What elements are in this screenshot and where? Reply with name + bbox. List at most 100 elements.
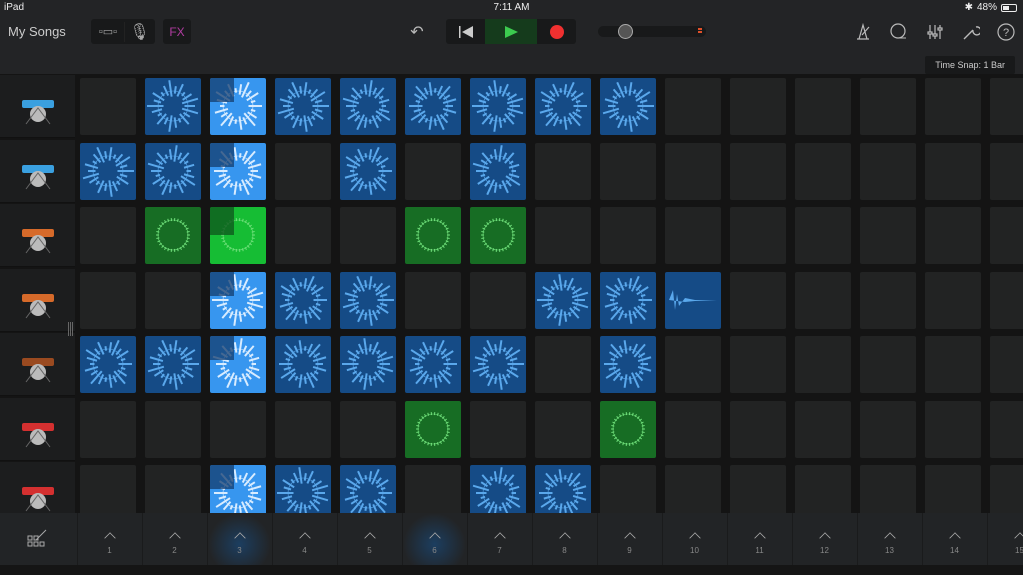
loop-cell[interactable] (340, 465, 396, 522)
column-trigger-10[interactable]: 10 (662, 513, 726, 565)
column-trigger-1[interactable]: 1 (77, 513, 141, 565)
empty-cell[interactable] (990, 465, 1023, 522)
time-snap-button[interactable]: Time Snap: 1 Bar (925, 56, 1015, 74)
loop-cell[interactable] (275, 465, 331, 522)
column-trigger-6[interactable]: 6 (402, 513, 466, 565)
settings-wrench-icon[interactable] (961, 22, 981, 42)
empty-cell[interactable] (795, 336, 851, 393)
empty-cell[interactable] (925, 142, 981, 200)
empty-cell[interactable] (795, 400, 851, 458)
master-volume-slider[interactable] (598, 24, 706, 39)
empty-cell[interactable] (925, 78, 981, 135)
empty-cell[interactable] (80, 78, 136, 135)
empty-cell[interactable] (795, 78, 851, 135)
column-trigger-2[interactable]: 2 (142, 513, 206, 565)
column-trigger-4[interactable]: 4 (272, 513, 336, 565)
empty-cell[interactable] (340, 400, 396, 458)
record-button[interactable] (537, 19, 576, 44)
column-trigger-5[interactable]: 5 (337, 513, 401, 565)
loop-cell[interactable] (600, 271, 656, 329)
loop-cell[interactable] (600, 400, 656, 458)
loop-cell[interactable] (210, 207, 266, 264)
empty-cell[interactable] (730, 336, 786, 393)
empty-cell[interactable] (860, 336, 916, 393)
help-icon[interactable]: ? (996, 22, 1016, 42)
loop-cell[interactable] (275, 271, 331, 329)
loop-cell[interactable] (145, 336, 201, 393)
column-trigger-12[interactable]: 12 (792, 513, 856, 565)
loop-cell[interactable] (210, 78, 266, 135)
empty-cell[interactable] (80, 465, 136, 522)
empty-cell[interactable] (860, 400, 916, 458)
empty-cell[interactable] (990, 142, 1023, 200)
empty-cell[interactable] (795, 465, 851, 522)
empty-cell[interactable] (730, 271, 786, 329)
empty-cell[interactable] (275, 207, 331, 264)
empty-cell[interactable] (145, 400, 201, 458)
empty-cell[interactable] (925, 465, 981, 522)
loop-cell[interactable] (665, 271, 721, 329)
empty-cell[interactable] (405, 271, 461, 329)
loop-cell[interactable] (600, 336, 656, 393)
empty-cell[interactable] (925, 207, 981, 264)
edit-grid-button[interactable] (0, 513, 75, 565)
view-toggle-icon[interactable]: ▫▭▫ (98, 26, 118, 38)
track-header-drum-kit[interactable] (0, 75, 75, 138)
track-header-red-keyboard[interactable] (0, 397, 75, 461)
empty-cell[interactable] (665, 142, 721, 200)
empty-cell[interactable] (925, 400, 981, 458)
column-trigger-8[interactable]: 8 (532, 513, 596, 565)
column-trigger-13[interactable]: 13 (857, 513, 921, 565)
resize-handle[interactable] (68, 322, 73, 336)
column-trigger-9[interactable]: 9 (597, 513, 661, 565)
column-trigger-11[interactable]: 11 (727, 513, 791, 565)
empty-cell[interactable] (860, 207, 916, 264)
loop-cell[interactable] (210, 465, 266, 522)
loop-cell[interactable] (405, 207, 461, 264)
loop-cell[interactable] (210, 142, 266, 200)
empty-cell[interactable] (145, 465, 201, 522)
column-trigger-7[interactable]: 7 (467, 513, 531, 565)
empty-cell[interactable] (860, 465, 916, 522)
empty-cell[interactable] (860, 271, 916, 329)
empty-cell[interactable] (405, 142, 461, 200)
loop-cell[interactable] (275, 78, 331, 135)
empty-cell[interactable] (990, 78, 1023, 135)
loop-cell[interactable] (145, 78, 201, 135)
track-header-synthesizer[interactable] (0, 268, 75, 332)
fx-button[interactable]: FX (163, 19, 191, 44)
loop-cell[interactable] (470, 78, 526, 135)
loop-cell[interactable] (470, 336, 526, 393)
loop-cell[interactable] (405, 336, 461, 393)
play-button[interactable] (485, 19, 537, 44)
microphone-icon[interactable]: 🎙︎ (124, 21, 154, 42)
empty-cell[interactable] (730, 465, 786, 522)
loop-cell[interactable] (80, 336, 136, 393)
empty-cell[interactable] (990, 336, 1023, 393)
column-trigger-14[interactable]: 14 (922, 513, 986, 565)
empty-cell[interactable] (990, 207, 1023, 264)
loop-cell[interactable] (340, 142, 396, 200)
empty-cell[interactable] (730, 207, 786, 264)
track-header-drum-kit[interactable] (0, 139, 75, 203)
mixer-icon[interactable] (925, 22, 945, 42)
empty-cell[interactable] (795, 142, 851, 200)
empty-cell[interactable] (535, 142, 591, 200)
go-to-start-button[interactable] (446, 19, 485, 44)
empty-cell[interactable] (470, 400, 526, 458)
loop-cell[interactable] (210, 336, 266, 393)
empty-cell[interactable] (860, 78, 916, 135)
loop-cell[interactable] (145, 142, 201, 200)
loop-cell[interactable] (600, 78, 656, 135)
undo-icon[interactable]: ↶ (410, 24, 424, 41)
empty-cell[interactable] (210, 400, 266, 458)
column-trigger-15[interactable]: 15 (987, 513, 1023, 565)
metronome-icon[interactable] (853, 22, 873, 42)
empty-cell[interactable] (665, 400, 721, 458)
empty-cell[interactable] (730, 142, 786, 200)
loop-cell[interactable] (535, 465, 591, 522)
empty-cell[interactable] (80, 271, 136, 329)
empty-cell[interactable] (535, 336, 591, 393)
loop-cell[interactable] (340, 336, 396, 393)
empty-cell[interactable] (990, 400, 1023, 458)
